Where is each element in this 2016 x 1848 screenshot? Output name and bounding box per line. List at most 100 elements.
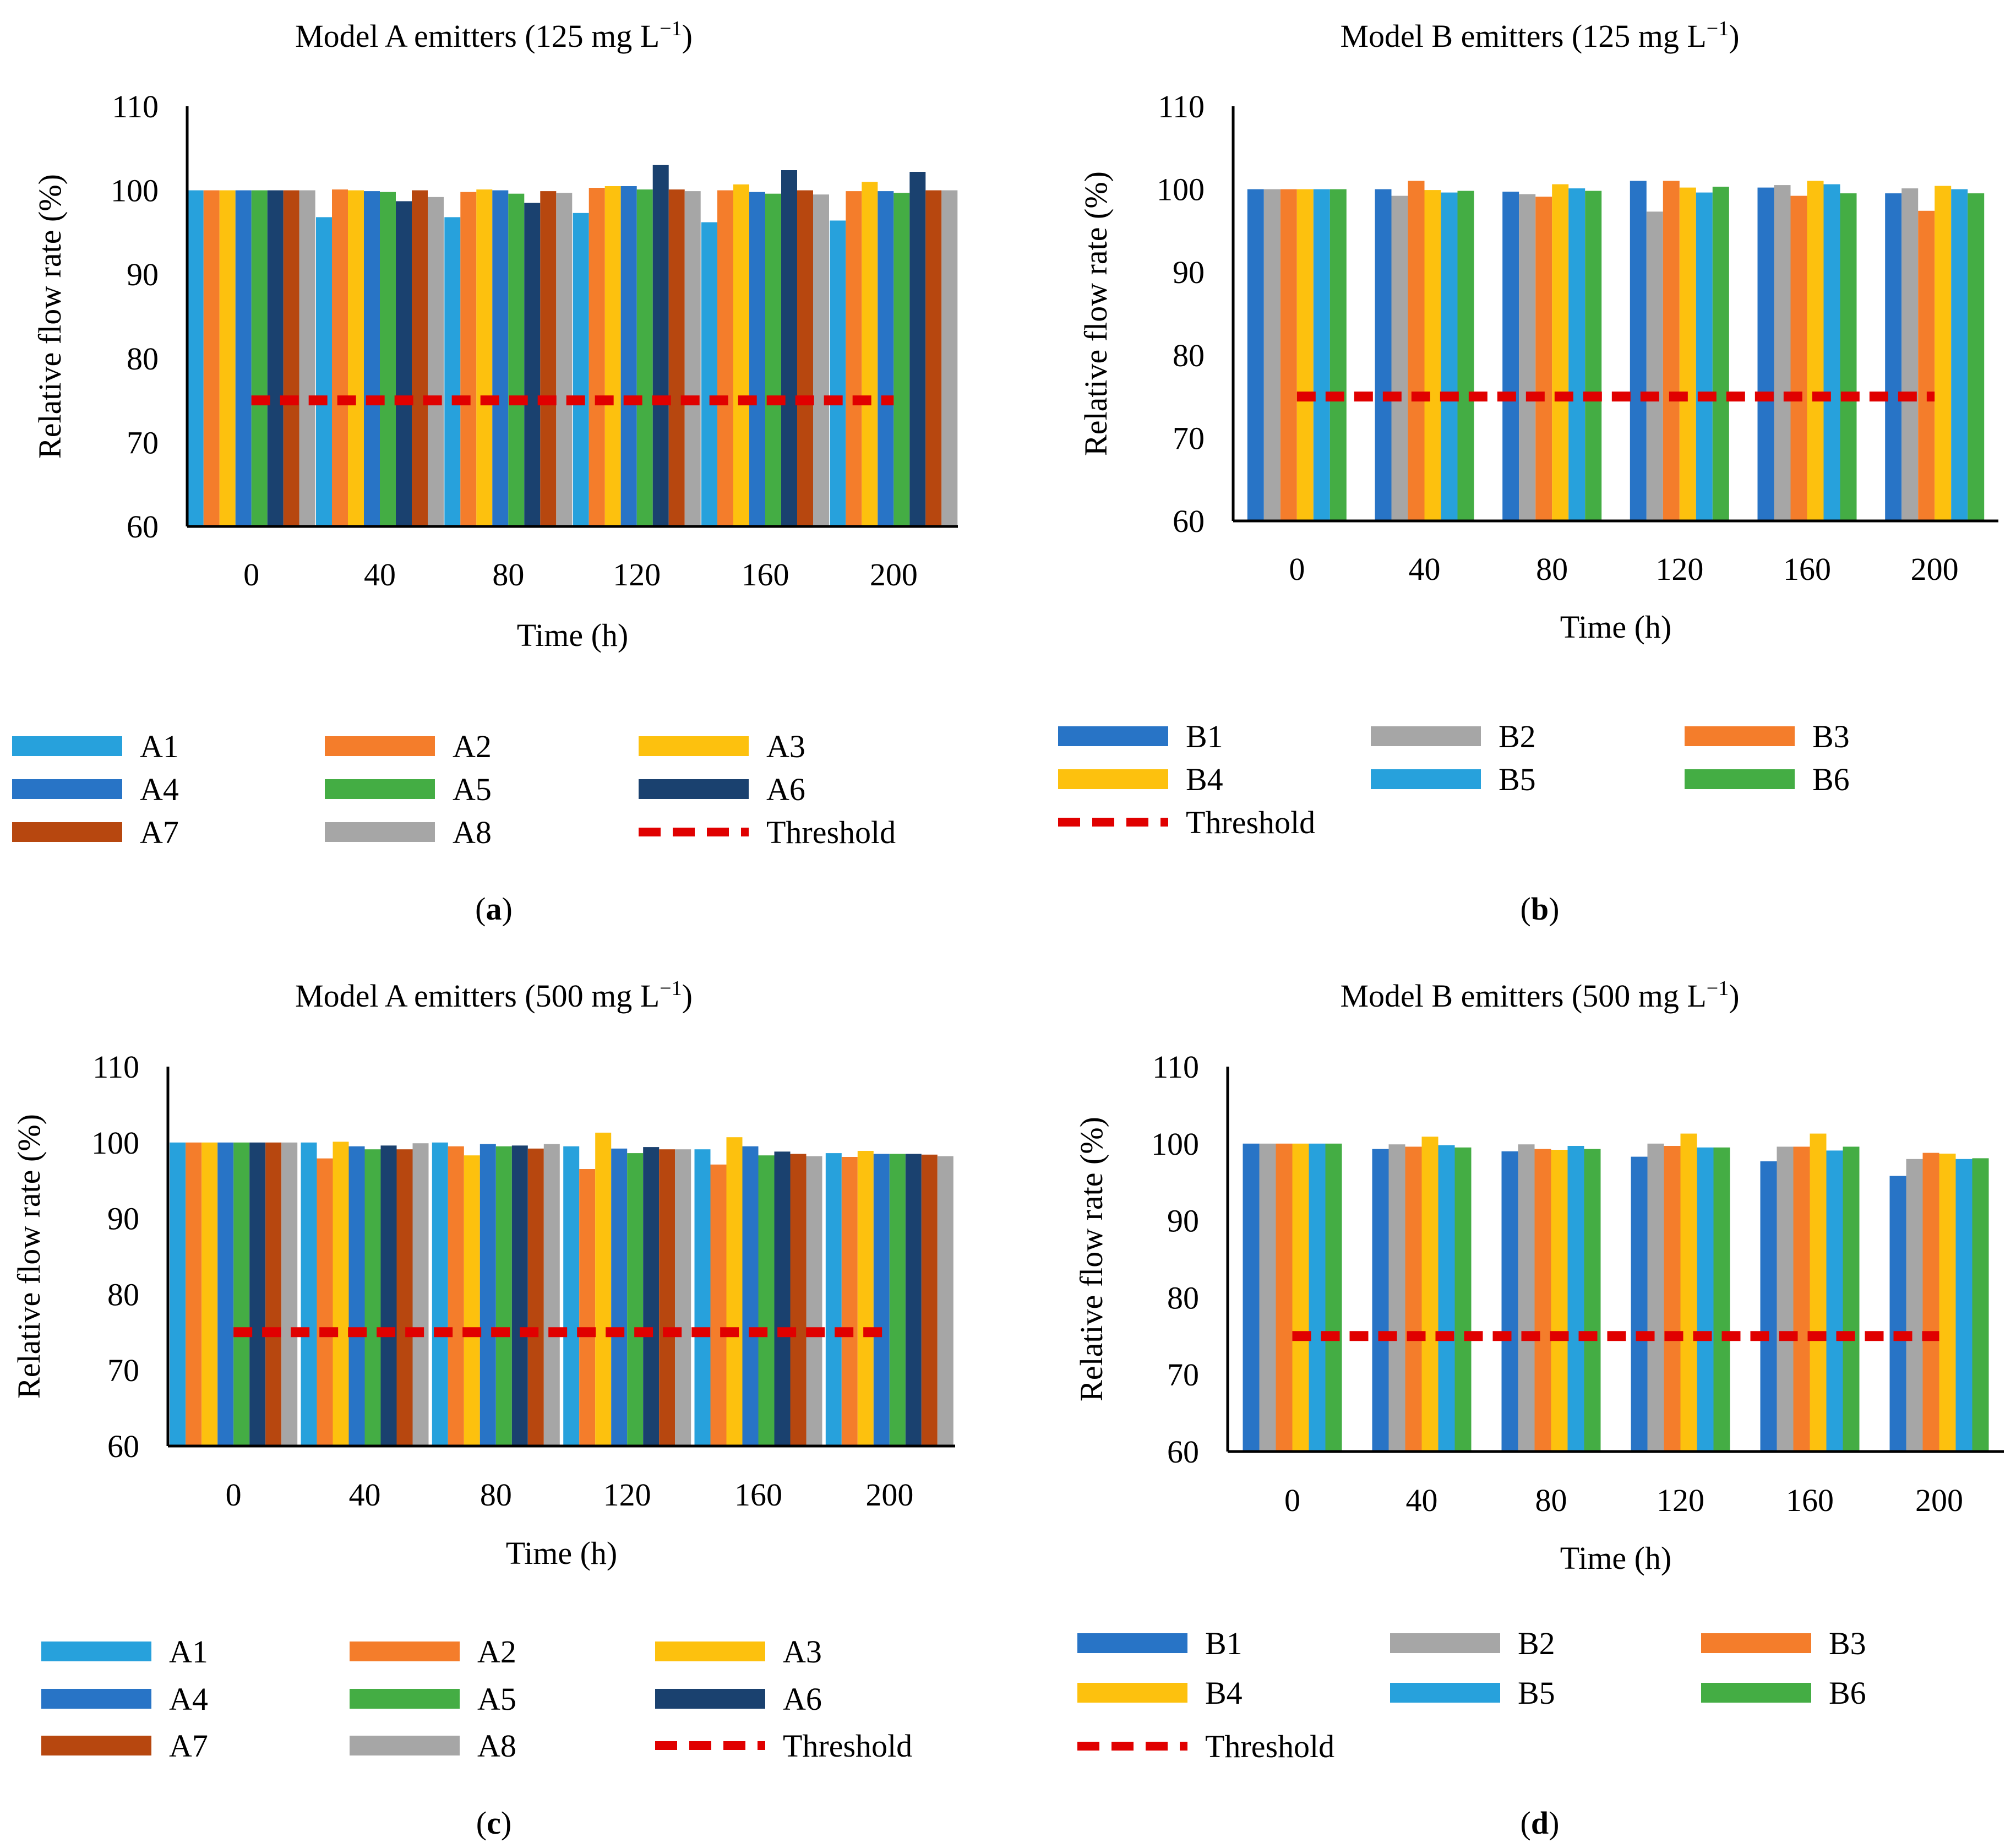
bar-A6-t200 [905, 1154, 922, 1446]
bar-B1-t0 [1247, 189, 1264, 521]
bar-A5-t40 [380, 192, 396, 526]
bar-A4-t120 [611, 1148, 628, 1446]
bar-B1-t120 [1630, 181, 1647, 521]
legend-swatch-A1 [41, 1642, 151, 1661]
x-tick-label: 120 [603, 1477, 651, 1513]
bar-A7-t120 [668, 189, 685, 527]
legend-swatch-B1 [1077, 1633, 1187, 1653]
bar-A6-t0 [267, 190, 284, 527]
bar-A4-t200 [873, 1154, 890, 1446]
bar-A3-t120 [604, 186, 621, 526]
bar-B6-t0 [1330, 189, 1347, 521]
bar-A5-t200 [889, 1154, 906, 1446]
legend-swatch-A2 [350, 1642, 460, 1661]
bar-B1-t0 [1243, 1143, 1260, 1452]
bar-A7-t80 [540, 191, 557, 527]
y-tick-label: 70 [1167, 1357, 1199, 1393]
bar-A2-t80 [460, 192, 477, 526]
bar-A3-t200 [862, 182, 878, 526]
bar-A3-t0 [219, 190, 236, 527]
bar-A5-t200 [893, 193, 910, 526]
chart-panel-c: Model A emitters (500 mg L−1) 60 70 80 90 100… [11, 977, 955, 1841]
bar-A6-t120 [652, 165, 669, 526]
legend-label-Threshold: Threshold [1186, 805, 1315, 840]
legend-label-Threshold: Threshold [783, 1728, 912, 1764]
legend-swatch-B3 [1701, 1633, 1811, 1653]
bar-A3-t120 [595, 1132, 612, 1446]
bar-B5-t160 [1826, 1150, 1843, 1452]
chart-panel-b: Model B emitters (125 mg L−1) 60 70 80 90 100… [1058, 17, 1998, 927]
bar-A8-t120 [675, 1149, 691, 1446]
bar-A1-t200 [830, 220, 846, 526]
panel-label: (c) [476, 1805, 511, 1841]
bar-B1-t160 [1760, 1161, 1777, 1452]
bar-A2-t200 [846, 191, 862, 527]
bar-B1-t80 [1501, 1151, 1518, 1452]
legend-label-B2: B2 [1499, 719, 1536, 754]
bar-A6-t80 [511, 1145, 528, 1446]
y-tick-label: 110 [1158, 89, 1205, 124]
x-axis-label: Time (h) [1560, 1540, 1672, 1576]
bar-B3-t80 [1534, 1149, 1551, 1452]
legend-label-Threshold: Threshold [766, 814, 896, 850]
legend-swatch-A7 [12, 822, 122, 842]
bar-B6-t80 [1585, 191, 1602, 521]
bar-A1-t0 [170, 1142, 186, 1446]
bar-A3-t80 [476, 189, 493, 527]
bar-B5-t160 [1823, 184, 1840, 521]
bar-A8-t0 [299, 190, 315, 527]
bar-A5-t120 [627, 1153, 644, 1446]
bar-B6-t200 [1972, 1158, 1989, 1452]
chart-panel-d: Model B emitters (500 mg L−1) 60 70 80 90 100… [1074, 977, 2004, 1841]
bar-B2-t160 [1774, 185, 1791, 521]
bar-B6-t120 [1712, 187, 1729, 521]
legend-swatch-B5 [1371, 769, 1481, 789]
bar-B4-t200 [1935, 186, 1952, 521]
bar-B5-t120 [1697, 1147, 1714, 1452]
bar-A5-t160 [758, 1155, 775, 1446]
legend-swatch-A7 [41, 1736, 151, 1755]
bar-B1-t40 [1372, 1149, 1389, 1452]
bar-A7-t40 [412, 190, 428, 527]
bar-B4-t0 [1292, 1143, 1309, 1452]
legend-label-A8: A8 [477, 1728, 516, 1764]
y-tick-label: 70 [127, 425, 159, 460]
bar-B2-t120 [1647, 1143, 1664, 1452]
bar-A2-t120 [589, 188, 605, 526]
legend-label-Threshold: Threshold [1205, 1729, 1334, 1764]
legend-swatch-B6 [1685, 769, 1795, 789]
legend-swatch-A5 [350, 1689, 460, 1709]
bar-A3-t40 [348, 190, 364, 527]
bar-A8-t40 [428, 197, 444, 526]
y-tick-label: 100 [1151, 1126, 1199, 1162]
x-axis-label: Time (h) [506, 1535, 618, 1571]
x-tick-label: 160 [1783, 551, 1831, 587]
legend-label-A4: A4 [169, 1681, 208, 1717]
legend-label-A6: A6 [783, 1681, 822, 1717]
bar-A5-t160 [765, 193, 781, 526]
bar-A8-t200 [941, 190, 958, 527]
bar-A3-t40 [333, 1142, 349, 1446]
bar-B4-t200 [1939, 1154, 1956, 1452]
bar-A6-t200 [909, 172, 926, 526]
y-tick-label: 80 [1173, 338, 1205, 373]
y-axis-label: Relative flow rate (%) [1078, 171, 1114, 456]
bar-A8-t160 [813, 194, 829, 526]
bar-B1-t160 [1757, 187, 1774, 521]
bar-A6-t40 [380, 1145, 397, 1446]
bar-A5-t80 [508, 193, 525, 526]
bar-B1-t200 [1885, 193, 1902, 521]
bar-B3-t160 [1793, 1146, 1810, 1452]
y-tick-label: 80 [1167, 1280, 1199, 1316]
bar-A3-t80 [464, 1155, 480, 1446]
bar-B5-t80 [1568, 188, 1585, 521]
bar-B5-t200 [1955, 1159, 1973, 1452]
bar-B3-t120 [1664, 1146, 1681, 1452]
bar-B4-t80 [1552, 184, 1569, 521]
bar-B2-t0 [1263, 189, 1281, 521]
bar-B3-t200 [1918, 210, 1935, 521]
bar-A7-t160 [790, 1154, 807, 1446]
y-tick-label: 90 [107, 1201, 139, 1237]
bar-B5-t80 [1567, 1146, 1584, 1452]
